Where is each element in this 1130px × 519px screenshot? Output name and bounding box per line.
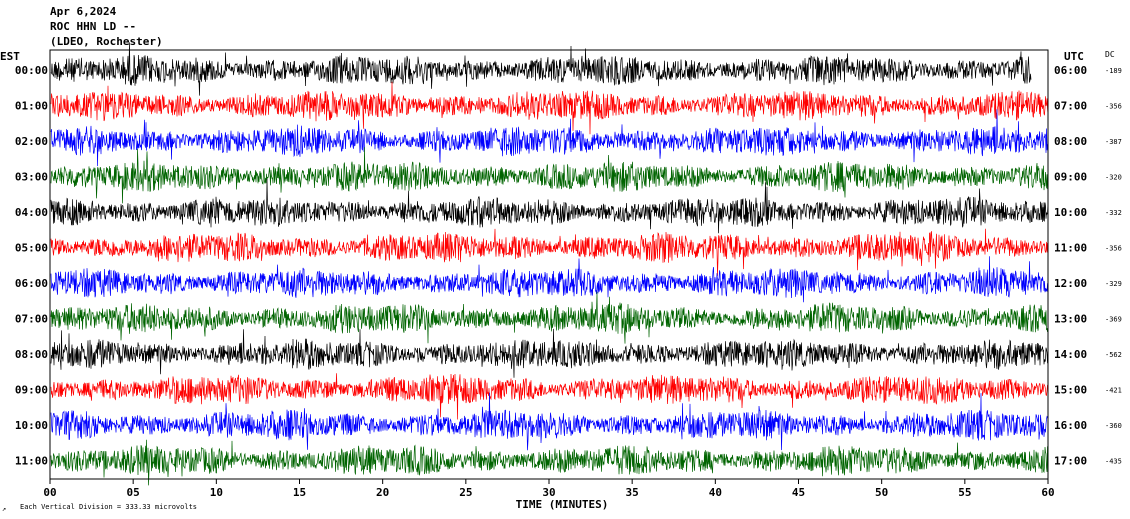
- est-label: 00:00: [15, 64, 48, 77]
- est-label: 03:00: [15, 171, 48, 184]
- est-label: 09:00: [15, 384, 48, 397]
- utc-label: 16:00: [1054, 419, 1087, 432]
- utc-label: 15:00: [1054, 384, 1087, 397]
- est-label: 05:00: [15, 242, 48, 255]
- trace-0600: [50, 256, 1049, 303]
- trace-0400: [50, 178, 1049, 234]
- est-label: 11:00: [15, 455, 48, 468]
- x-tick-label: 40: [709, 486, 722, 499]
- dc-value: -369: [1105, 316, 1122, 324]
- est-label: 01:00: [15, 100, 48, 113]
- utc-label: 08:00: [1054, 135, 1087, 148]
- x-axis-ticks: 00 05 10 15 20 25 30 35 40 45 50 55 60: [43, 479, 1055, 499]
- x-axis-label: TIME (MINUTES): [516, 498, 609, 511]
- right-axis-label: UTC: [1064, 50, 1084, 63]
- utc-label: 09:00: [1054, 171, 1087, 184]
- corner-mark: ↗: [2, 505, 6, 513]
- x-tick-label: 50: [875, 486, 888, 499]
- dc-labels: -189 -356 -387 -320 -332 -356 -329 -369 -562 -421…: [1105, 67, 1122, 466]
- header-station: ROC HHN LD --: [50, 20, 136, 33]
- trace-0300: [50, 147, 1049, 204]
- x-tick-label: 55: [958, 486, 971, 499]
- utc-label: 10:00: [1054, 206, 1087, 219]
- utc-label: 11:00: [1054, 242, 1087, 255]
- x-tick-label: 30: [542, 486, 555, 499]
- left-axis-label: EST: [0, 50, 20, 63]
- plot-frame: [49, 49, 1049, 480]
- trace-1000: [50, 392, 1049, 451]
- trace-0000: [50, 42, 1032, 96]
- est-label: 02:00: [15, 135, 48, 148]
- dc-value: -562: [1105, 351, 1122, 359]
- dc-value: -320: [1105, 174, 1122, 182]
- utc-label: 07:00: [1054, 100, 1087, 113]
- est-label: 08:00: [15, 348, 48, 361]
- dc-value: -435: [1105, 458, 1122, 466]
- dc-value: -387: [1105, 138, 1122, 146]
- trace-layer: [50, 42, 1049, 486]
- trace-1100: [50, 439, 1049, 486]
- est-labels: 00:00 01:00 02:00 03:00 04:00 05:00 06:00 07:00…: [15, 64, 48, 468]
- dc-value: -329: [1105, 280, 1122, 288]
- x-tick-label: 15: [293, 486, 306, 499]
- dc-value: -189: [1105, 67, 1122, 75]
- x-tick-label: 60: [1041, 486, 1054, 499]
- est-label: 04:00: [15, 206, 48, 219]
- est-label: 10:00: [15, 419, 48, 432]
- est-label: 07:00: [15, 313, 48, 326]
- dc-value: -356: [1105, 245, 1122, 253]
- dc-label: DC: [1105, 50, 1115, 59]
- trace-0700: [50, 291, 1049, 344]
- utc-label: 17:00: [1054, 455, 1087, 468]
- trace-0200: [50, 109, 1049, 167]
- dc-value: -332: [1105, 209, 1122, 217]
- utc-labels: 06:00 07:00 08:00 09:00 10:00 11:00 12:00 13:00…: [1054, 64, 1087, 468]
- scale-note: Each Vertical Division = 333.33 microvol…: [20, 503, 197, 511]
- utc-label: 13:00: [1054, 313, 1087, 326]
- x-tick-label: 25: [459, 486, 472, 499]
- x-tick-label: 10: [210, 486, 223, 499]
- utc-label: 06:00: [1054, 64, 1087, 77]
- utc-label: 12:00: [1054, 277, 1087, 290]
- x-tick-label: 05: [127, 486, 140, 499]
- trace-0800: [50, 328, 1049, 378]
- dc-value: -356: [1105, 103, 1122, 111]
- x-tick-label: 20: [376, 486, 389, 499]
- dc-value: -360: [1105, 422, 1122, 430]
- trace-0500: [50, 228, 1049, 276]
- x-tick-label: 45: [792, 486, 805, 499]
- utc-label: 14:00: [1054, 348, 1087, 361]
- est-label: 06:00: [15, 277, 48, 290]
- x-tick-label: 00: [43, 486, 56, 499]
- dc-value: -421: [1105, 387, 1122, 395]
- header-date: Apr 6,2024: [50, 5, 117, 18]
- trace-0100: [50, 81, 1049, 135]
- x-tick-label: 35: [626, 486, 639, 499]
- header-network: (LDEO, Rochester): [50, 35, 163, 48]
- trace-0900: [50, 373, 1049, 420]
